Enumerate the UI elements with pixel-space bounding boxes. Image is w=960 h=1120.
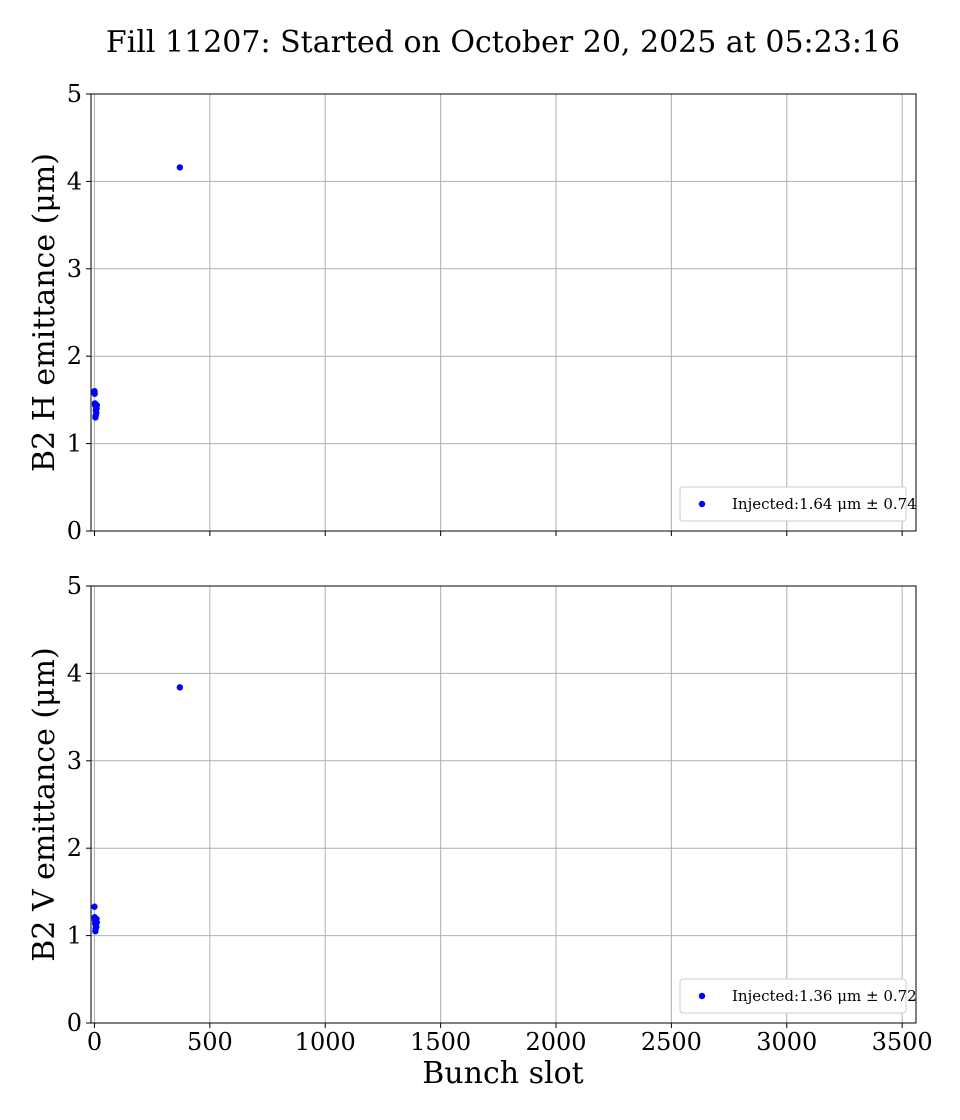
plot-frame (90, 585, 917, 1024)
y-tick-label: 3 (67, 255, 82, 283)
y-tick-label: 4 (67, 659, 82, 687)
x-tick-label: 2500 (641, 1028, 702, 1056)
legend-marker (698, 500, 706, 508)
x-axis-label: Bunch slot (422, 1056, 583, 1091)
y-tick-label: 1 (67, 922, 82, 950)
legend-label: Injected:1.36 μm ± 0.72 (732, 987, 917, 1005)
plot-frame (90, 93, 917, 532)
legend: Injected:1.36 μm ± 0.72 (679, 978, 917, 1014)
legend: Injected:1.64 μm ± 0.74 (679, 486, 917, 522)
legend-frame (679, 486, 907, 522)
data-point (176, 164, 184, 171)
y-tick-label: 5 (67, 572, 82, 600)
x-tick-label: 0 (87, 1028, 102, 1056)
x-tick-label: 3500 (872, 1028, 933, 1056)
data-point (93, 401, 100, 409)
y-tick-label: 1 (67, 430, 82, 458)
data-point (91, 903, 98, 910)
y-tick-label: 3 (67, 747, 82, 775)
data-point (176, 684, 184, 691)
y-tick-label: 0 (67, 1009, 82, 1037)
panel-b2-h-emittance: 0 1 2 3 4 5 B2 H emittance (μm) Injected:1.64 μ… (27, 80, 917, 545)
legend-label: Injected:1.64 μm ± 0.74 (732, 495, 917, 513)
x-tick-label: 1000 (295, 1028, 356, 1056)
y-tick-label: 5 (67, 80, 82, 108)
figure-title: Fill 11207: Started on October 20, 2025 … (106, 25, 900, 60)
y-tick-label: 4 (67, 167, 82, 195)
panel-b2-v-emittance: 0 500 1000 1500 2000 2500 3000 3500 0 1 2 3 4 5 B2 V e… (27, 572, 933, 1056)
y-tick-label: 0 (67, 517, 82, 545)
x-tick-label: 3000 (756, 1028, 817, 1056)
y-tick-label: 2 (67, 342, 82, 370)
x-tick-label: 1500 (410, 1028, 471, 1056)
y-tick-label: 2 (67, 834, 82, 862)
y-axis-label: B2 H emittance (μm) (27, 153, 62, 472)
legend-frame (679, 978, 907, 1014)
data-point (93, 919, 100, 926)
x-tick-label: 2000 (525, 1028, 586, 1056)
y-axis-label: B2 V emittance (μm) (27, 647, 62, 961)
x-tick-label: 500 (187, 1028, 233, 1056)
legend-marker (698, 992, 706, 1000)
data-point (91, 390, 98, 397)
